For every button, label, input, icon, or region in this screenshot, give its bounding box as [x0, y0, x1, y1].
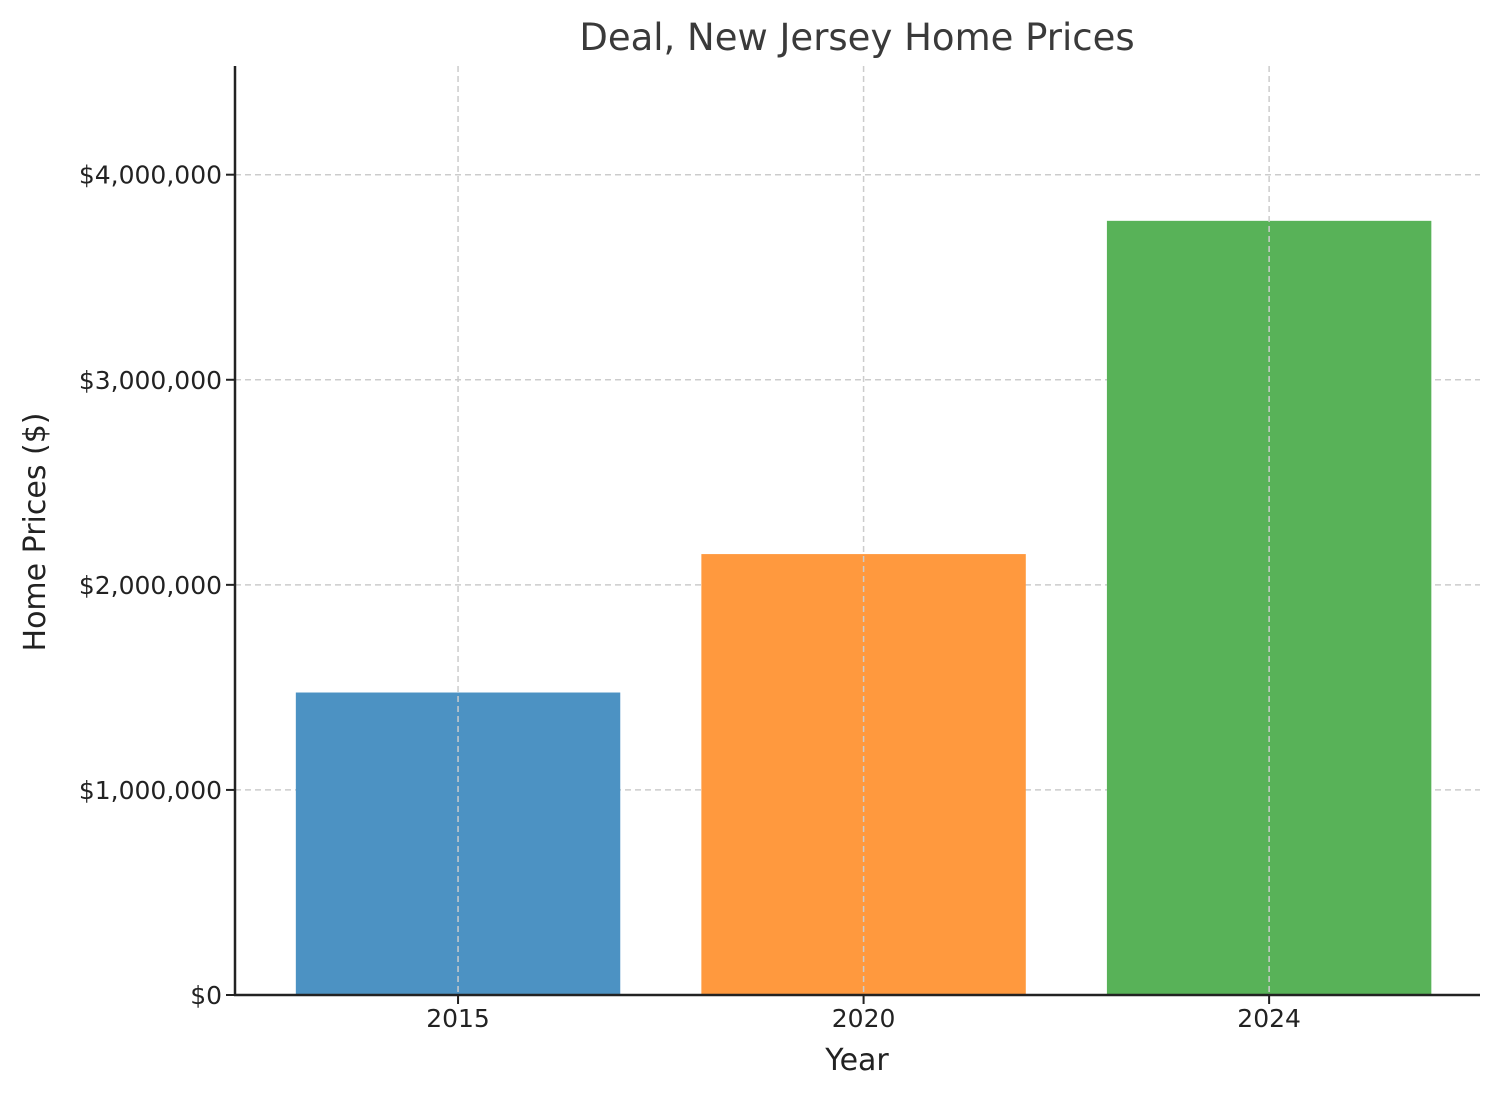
chart-title: Deal, New Jersey Home Prices [579, 16, 1134, 59]
y-axis-label: Home Prices ($) [18, 413, 53, 652]
x-axis-label: Year [824, 1043, 889, 1078]
x-tick-label: 2015 [426, 1004, 490, 1033]
y-tick-label: $1,000,000 [79, 776, 222, 805]
x-tick-label: 2020 [832, 1004, 896, 1033]
y-tick-label: $0 [190, 981, 222, 1010]
x-tick-label: 2024 [1237, 1004, 1301, 1033]
y-tick-label: $4,000,000 [79, 161, 222, 190]
y-tick-label: $3,000,000 [79, 366, 222, 395]
y-tick-label: $2,000,000 [79, 571, 222, 600]
bar-2015 [295, 692, 621, 995]
axes [233, 66, 1480, 997]
y-ticks: $0 $1,000,000 $2,000,000 $3,000,000 $4,000,0… [79, 161, 235, 1010]
x-ticks: 2015 2020 2024 [426, 995, 1301, 1033]
x-grid-lines [457, 66, 1270, 995]
